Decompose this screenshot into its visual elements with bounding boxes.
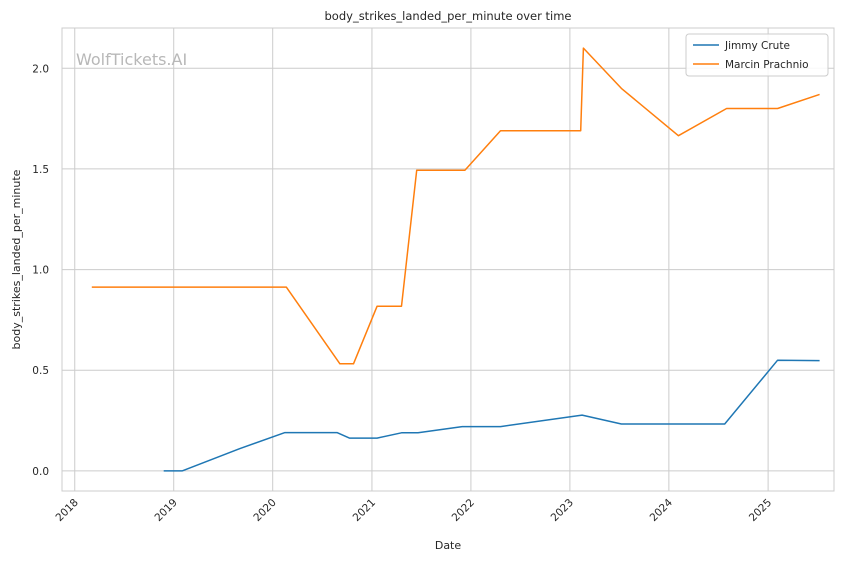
- y-tick-label: 1.0: [32, 265, 49, 277]
- chart-title: body_strikes_landed_per_minute over time: [325, 9, 572, 23]
- series-lines: [91, 47, 820, 472]
- y-axis-label: body_strikes_landed_per_minute: [10, 169, 23, 349]
- legend-label-jimmy-crute: Jimmy Crute: [724, 40, 790, 52]
- legend: Jimmy Crute Marcin Prachnio: [685, 33, 829, 77]
- x-axis-label: Date: [435, 539, 462, 552]
- series-line-marcin-prachnio: [91, 47, 820, 365]
- plot-frame: [61, 27, 835, 492]
- legend-label-marcin-prachnio: Marcin Prachnio: [725, 59, 809, 71]
- series-line-jimmy-crute: [163, 359, 820, 472]
- y-tick-label: 0.0: [32, 466, 49, 478]
- y-tick-label: 1.5: [32, 164, 49, 176]
- legend-box: [685, 33, 829, 77]
- y-tick-label: 0.5: [32, 365, 49, 377]
- y-tick-label: 2.0: [32, 63, 49, 75]
- watermark-text: WolfTickets.AI: [76, 50, 187, 69]
